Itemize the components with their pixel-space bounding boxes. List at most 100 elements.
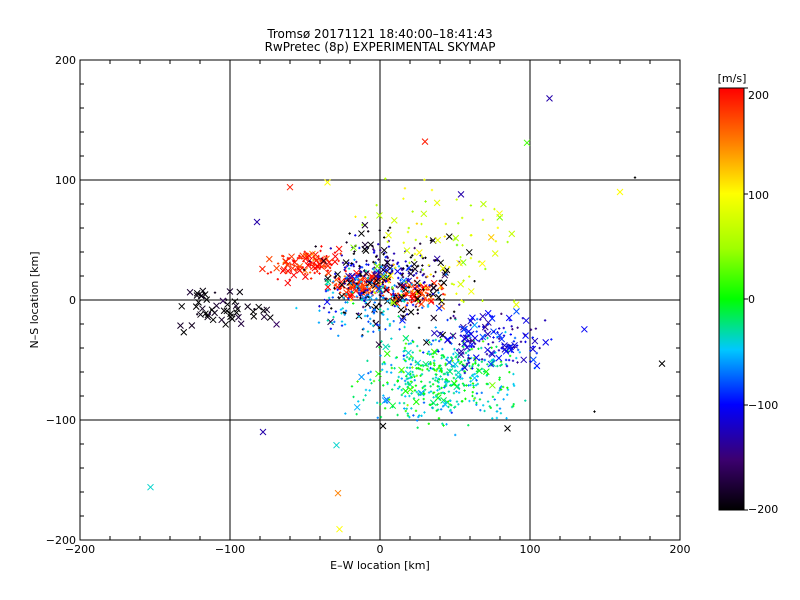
data-point-cross bbox=[430, 314, 438, 322]
data-point bbox=[369, 322, 372, 325]
data-point bbox=[497, 349, 501, 352]
data-point bbox=[347, 261, 350, 265]
data-point bbox=[402, 354, 406, 357]
data-point bbox=[408, 366, 412, 370]
data-point bbox=[225, 298, 228, 301]
data-point bbox=[366, 288, 369, 292]
data-point bbox=[437, 291, 440, 294]
data-point bbox=[390, 267, 394, 271]
data-point bbox=[535, 351, 538, 355]
data-point bbox=[266, 272, 270, 275]
data-point bbox=[472, 386, 475, 389]
data-point bbox=[331, 291, 335, 294]
data-point bbox=[427, 391, 431, 394]
data-point bbox=[343, 266, 347, 269]
data-point bbox=[382, 253, 385, 256]
data-point-cross bbox=[496, 331, 503, 339]
data-point bbox=[471, 382, 475, 385]
data-point-cross bbox=[375, 285, 383, 293]
data-point-cross bbox=[193, 292, 201, 299]
data-point bbox=[337, 334, 340, 337]
data-point bbox=[510, 405, 514, 409]
data-point bbox=[403, 310, 406, 313]
data-point bbox=[403, 346, 407, 350]
data-point bbox=[398, 401, 401, 405]
data-point-cross bbox=[324, 179, 331, 186]
data-point-cross bbox=[255, 303, 263, 311]
colorbar-tick-label: 100 bbox=[748, 189, 769, 202]
data-point bbox=[493, 398, 496, 401]
data-point-cross bbox=[231, 298, 239, 305]
data-point bbox=[352, 252, 356, 256]
data-point-cross bbox=[219, 297, 227, 305]
data-point bbox=[383, 407, 387, 410]
data-point bbox=[399, 272, 402, 275]
data-point bbox=[436, 389, 439, 392]
data-point bbox=[404, 382, 407, 386]
data-point bbox=[386, 256, 390, 260]
data-point bbox=[382, 394, 385, 397]
data-point bbox=[434, 338, 437, 342]
data-point bbox=[381, 362, 384, 366]
data-point bbox=[361, 223, 364, 227]
data-point bbox=[495, 410, 499, 413]
data-point bbox=[436, 403, 439, 406]
data-point bbox=[406, 264, 409, 268]
data-point bbox=[385, 286, 389, 289]
data-point bbox=[436, 393, 439, 396]
data-point bbox=[395, 285, 398, 288]
data-point bbox=[431, 355, 435, 359]
data-point-cross bbox=[408, 294, 416, 302]
data-point bbox=[486, 363, 489, 366]
data-point bbox=[344, 311, 347, 315]
data-point-cross bbox=[444, 336, 452, 343]
data-point bbox=[376, 243, 380, 246]
data-point bbox=[429, 385, 432, 388]
data-point bbox=[355, 285, 358, 288]
data-point bbox=[339, 308, 343, 311]
data-point bbox=[633, 176, 637, 179]
data-point bbox=[385, 275, 389, 278]
data-point bbox=[438, 369, 441, 373]
data-point bbox=[369, 306, 372, 310]
data-point-cross bbox=[457, 191, 465, 198]
data-point-cross bbox=[616, 188, 624, 196]
data-point bbox=[436, 385, 439, 388]
data-point bbox=[411, 268, 414, 271]
data-point bbox=[494, 240, 498, 243]
data-point bbox=[403, 359, 407, 362]
data-point bbox=[512, 372, 515, 376]
axis-ticks bbox=[79, 59, 681, 541]
data-point-cross bbox=[338, 281, 346, 288]
data-point bbox=[454, 433, 457, 437]
data-point bbox=[428, 380, 432, 384]
data-point bbox=[372, 309, 375, 312]
data-point bbox=[391, 259, 395, 262]
data-point bbox=[371, 244, 374, 248]
data-point bbox=[297, 265, 300, 268]
data-point bbox=[322, 306, 326, 310]
data-point-cross bbox=[372, 272, 380, 280]
data-point bbox=[410, 355, 413, 358]
data-point bbox=[329, 247, 333, 250]
data-point bbox=[451, 359, 454, 362]
data-point bbox=[473, 397, 476, 400]
data-point bbox=[416, 344, 419, 348]
data-point bbox=[369, 378, 372, 381]
data-point bbox=[410, 407, 413, 410]
data-point bbox=[381, 281, 384, 284]
data-point bbox=[486, 400, 490, 403]
data-point bbox=[347, 297, 350, 300]
data-point bbox=[374, 261, 377, 265]
data-point bbox=[433, 364, 436, 367]
data-point bbox=[431, 283, 434, 286]
data-point bbox=[408, 261, 411, 265]
data-point bbox=[446, 318, 449, 322]
data-point bbox=[408, 394, 411, 398]
data-point-cross bbox=[379, 422, 387, 430]
data-point bbox=[416, 426, 419, 429]
data-point bbox=[471, 367, 474, 370]
data-point bbox=[431, 402, 434, 406]
data-point bbox=[410, 392, 413, 395]
x-tick-label: 0 bbox=[377, 543, 384, 556]
